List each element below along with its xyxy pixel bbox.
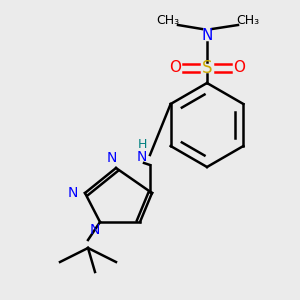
Text: N: N (68, 186, 78, 200)
Text: O: O (169, 61, 181, 76)
Text: N: N (107, 151, 117, 165)
Text: N: N (137, 150, 147, 164)
Text: N: N (90, 223, 100, 237)
Text: O: O (233, 61, 245, 76)
Text: H: H (137, 139, 147, 152)
Text: N: N (201, 28, 213, 43)
Text: CH₃: CH₃ (156, 14, 180, 26)
Text: CH₃: CH₃ (236, 14, 260, 26)
Text: S: S (202, 59, 212, 77)
